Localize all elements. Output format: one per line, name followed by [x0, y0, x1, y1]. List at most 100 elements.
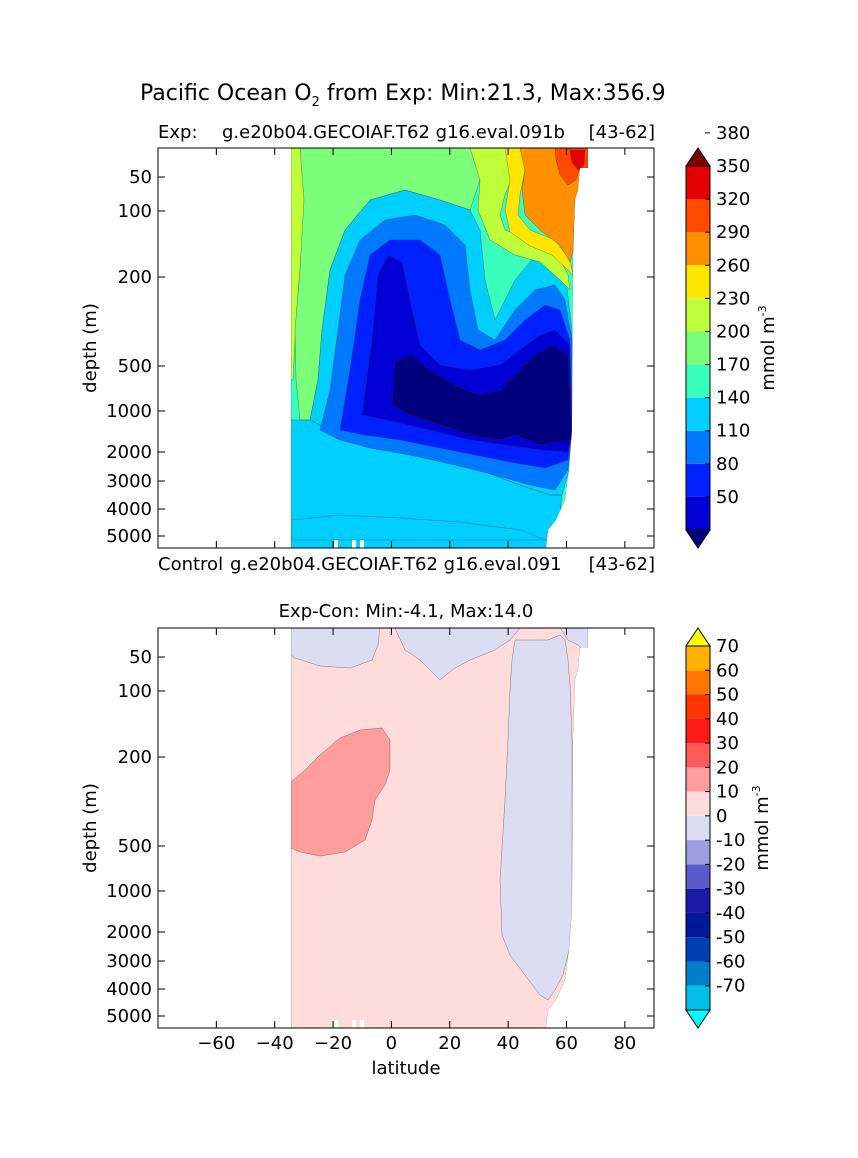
panel1-bathymetry-notch — [334, 540, 338, 548]
panel2-land-south — [158, 628, 291, 1028]
panel2-colorbar-segment — [686, 888, 710, 913]
figure-title: Pacific Ocean O2 from Exp: Min:21.3, Max… — [140, 81, 666, 110]
panel2-colorbar-segment — [686, 767, 710, 792]
panel1-colorbar-tick-label: 350 — [716, 156, 750, 177]
panel1-colorbar-extend-bottom — [685, 529, 711, 549]
panel1-colorbar-segment — [686, 430, 710, 464]
panel1-colorbar: 50 80 110 140 170 200 230 260 290 320 350 380 — [685, 123, 750, 549]
panel2-colorbar-tick-label: 50 — [716, 685, 739, 706]
panel2-colorbar-segment — [686, 840, 710, 865]
panel2-ytick-label: 100 — [118, 681, 152, 702]
panel1-colorbar-segment — [686, 232, 710, 266]
panel2-ylabel: depth (m) — [80, 783, 101, 873]
panel1-colorbar-segment — [686, 298, 710, 332]
panel1-title-center: g.e20b04.GECOIAF.T62 g16.eval.091b — [222, 122, 565, 143]
panel2-colorbar-tick-label: -10 — [716, 830, 745, 851]
panel2-xlabel: latitude — [371, 1058, 440, 1079]
panel1-ytick-label: 50 — [129, 167, 152, 188]
panel1-land-north — [546, 148, 654, 548]
panel1-footer-right: [43-62] — [589, 554, 655, 575]
panel1-footer-center: g.e20b04.GECOIAF.T62 g16.eval.091 — [230, 554, 562, 575]
panel2-colorbar-tick-label: 60 — [716, 660, 739, 681]
panel1-colorbar-tick-label: 200 — [716, 321, 750, 342]
panel2-colorbar-extend-bottom — [685, 1009, 711, 1029]
panel1-colorbar-segment — [686, 463, 710, 497]
panel2-ytick-label: 200 — [118, 747, 152, 768]
panel2-colorbar-segment — [686, 937, 710, 962]
panel2-colorbar: -70 -60 -50 -40 -30 -20 -10 0 10 20 30 40 50 60 70 — [685, 627, 745, 1029]
panel1-footer-left: Control — [158, 554, 223, 575]
panel2-xtick-label: 80 — [613, 1033, 636, 1054]
panel1-title-right: [43-62] — [589, 122, 655, 143]
panel2-colorbar-segment — [686, 815, 710, 841]
panel1-land-south — [158, 148, 291, 548]
panel1-region-min — [391, 344, 573, 446]
panel2-colorbar-tick-label: -70 — [716, 976, 745, 997]
panel2-colorbar-tick-label: 20 — [716, 757, 739, 778]
panel2-colorbar-segment — [686, 864, 710, 889]
panel1-ytick-label: 4000 — [106, 499, 152, 520]
panel2-bathymetry-notch — [352, 1020, 356, 1028]
panel2-xtick-label: 60 — [555, 1033, 578, 1054]
panel2-colorbar-segment — [686, 718, 710, 744]
panel1-ytick-label: 500 — [118, 356, 152, 377]
panel1-colorbar-segment — [686, 331, 710, 365]
panel2-ytick-label: 5000 — [106, 1006, 152, 1027]
panel2-ytick-label: 500 — [118, 836, 152, 857]
panel1-colorbar-tick-label: 50 — [716, 487, 739, 508]
panel1-colorbar-tick-label: 320 — [716, 189, 750, 210]
panel1-contour-field — [158, 148, 654, 548]
panel2-bathymetry-notch — [360, 1020, 364, 1028]
panel2-xtick-label: 40 — [497, 1033, 520, 1054]
panel2-xtick-label: −60 — [197, 1033, 235, 1054]
panel1-colorbar-segment — [686, 199, 710, 233]
panel2-ytick-label: 3000 — [106, 951, 152, 972]
panel1-colorbar-segment — [686, 364, 710, 398]
panel2-colorbar-label: mmol m-3 — [750, 785, 773, 870]
panel1-region-350 — [569, 149, 586, 171]
panel2-title: Exp-Con: Min:-4.1, Max:14.0 — [279, 601, 534, 622]
panel2-xtick-label: −40 — [256, 1033, 294, 1054]
panel1-colorbar-tick-label: 140 — [716, 388, 750, 409]
panel2-ytick-label: 4000 — [106, 979, 152, 1000]
panel2-colorbar-tick-label: -20 — [716, 854, 745, 875]
panel1-region-260 — [504, 148, 574, 276]
panel2-colorbar-extend-top — [685, 627, 711, 647]
panel2-x-ticks: −60 −40 −20 0 20 40 60 80 — [197, 628, 636, 1054]
panel1-colorbar-tick-label: 380 — [716, 123, 750, 144]
title-subscript: 2 — [312, 95, 320, 110]
panel2-colorbar-segment — [686, 743, 710, 768]
panel2-bathymetry-notch — [334, 1020, 338, 1028]
panel1-ytick-label: 1000 — [106, 401, 152, 422]
panel2-colorbar-tick-label: 30 — [716, 733, 739, 754]
panel1-ytick-label: 3000 — [106, 471, 152, 492]
panel2-ytick-label: 1000 — [106, 881, 152, 902]
panel1-region-230-north — [469, 148, 571, 291]
panel2-colorbar-tick-label: -40 — [716, 903, 745, 924]
panel2-colorbar-segment — [686, 961, 710, 986]
panel2-region-10-20 — [290, 727, 391, 857]
panel1-colorbar-tick-label: 170 — [716, 355, 750, 376]
panel1-colorbar-tick-label: 260 — [716, 255, 750, 276]
panel2-land-north — [546, 628, 654, 1028]
panel2-xtick-label: 20 — [438, 1033, 461, 1054]
panel1-bathymetry-notch — [352, 540, 356, 548]
panel2-colorbar-segment — [686, 912, 710, 938]
panel1-colorbar-segment — [686, 496, 710, 530]
panel2-colorbar-tick-label: -30 — [716, 879, 745, 900]
panel2-colorbar-tick-label: 10 — [716, 782, 739, 803]
panel2-region-neg-north — [499, 634, 573, 1001]
panel1-colorbar-extend-top — [685, 147, 711, 167]
panel2-colorbar-tick-label: -50 — [716, 927, 745, 948]
panel1-ytick-label: 100 — [118, 201, 152, 222]
panel2-ytick-label: 2000 — [106, 922, 152, 943]
panel2-region-neg-south — [290, 628, 381, 669]
panel2-colorbar-segment — [686, 985, 710, 1010]
panel2-colorbar-tick-label: -60 — [716, 951, 745, 972]
panel2-y-ticks: 50 100 200 500 1000 2000 3000 4000 5000 — [106, 647, 654, 1027]
panel2-region-neg-mid — [394, 628, 521, 681]
panel2-colorbar-segment — [686, 694, 710, 719]
panel1-title-left: Exp: — [158, 122, 198, 143]
panel1-bathymetry-notch — [360, 540, 364, 548]
